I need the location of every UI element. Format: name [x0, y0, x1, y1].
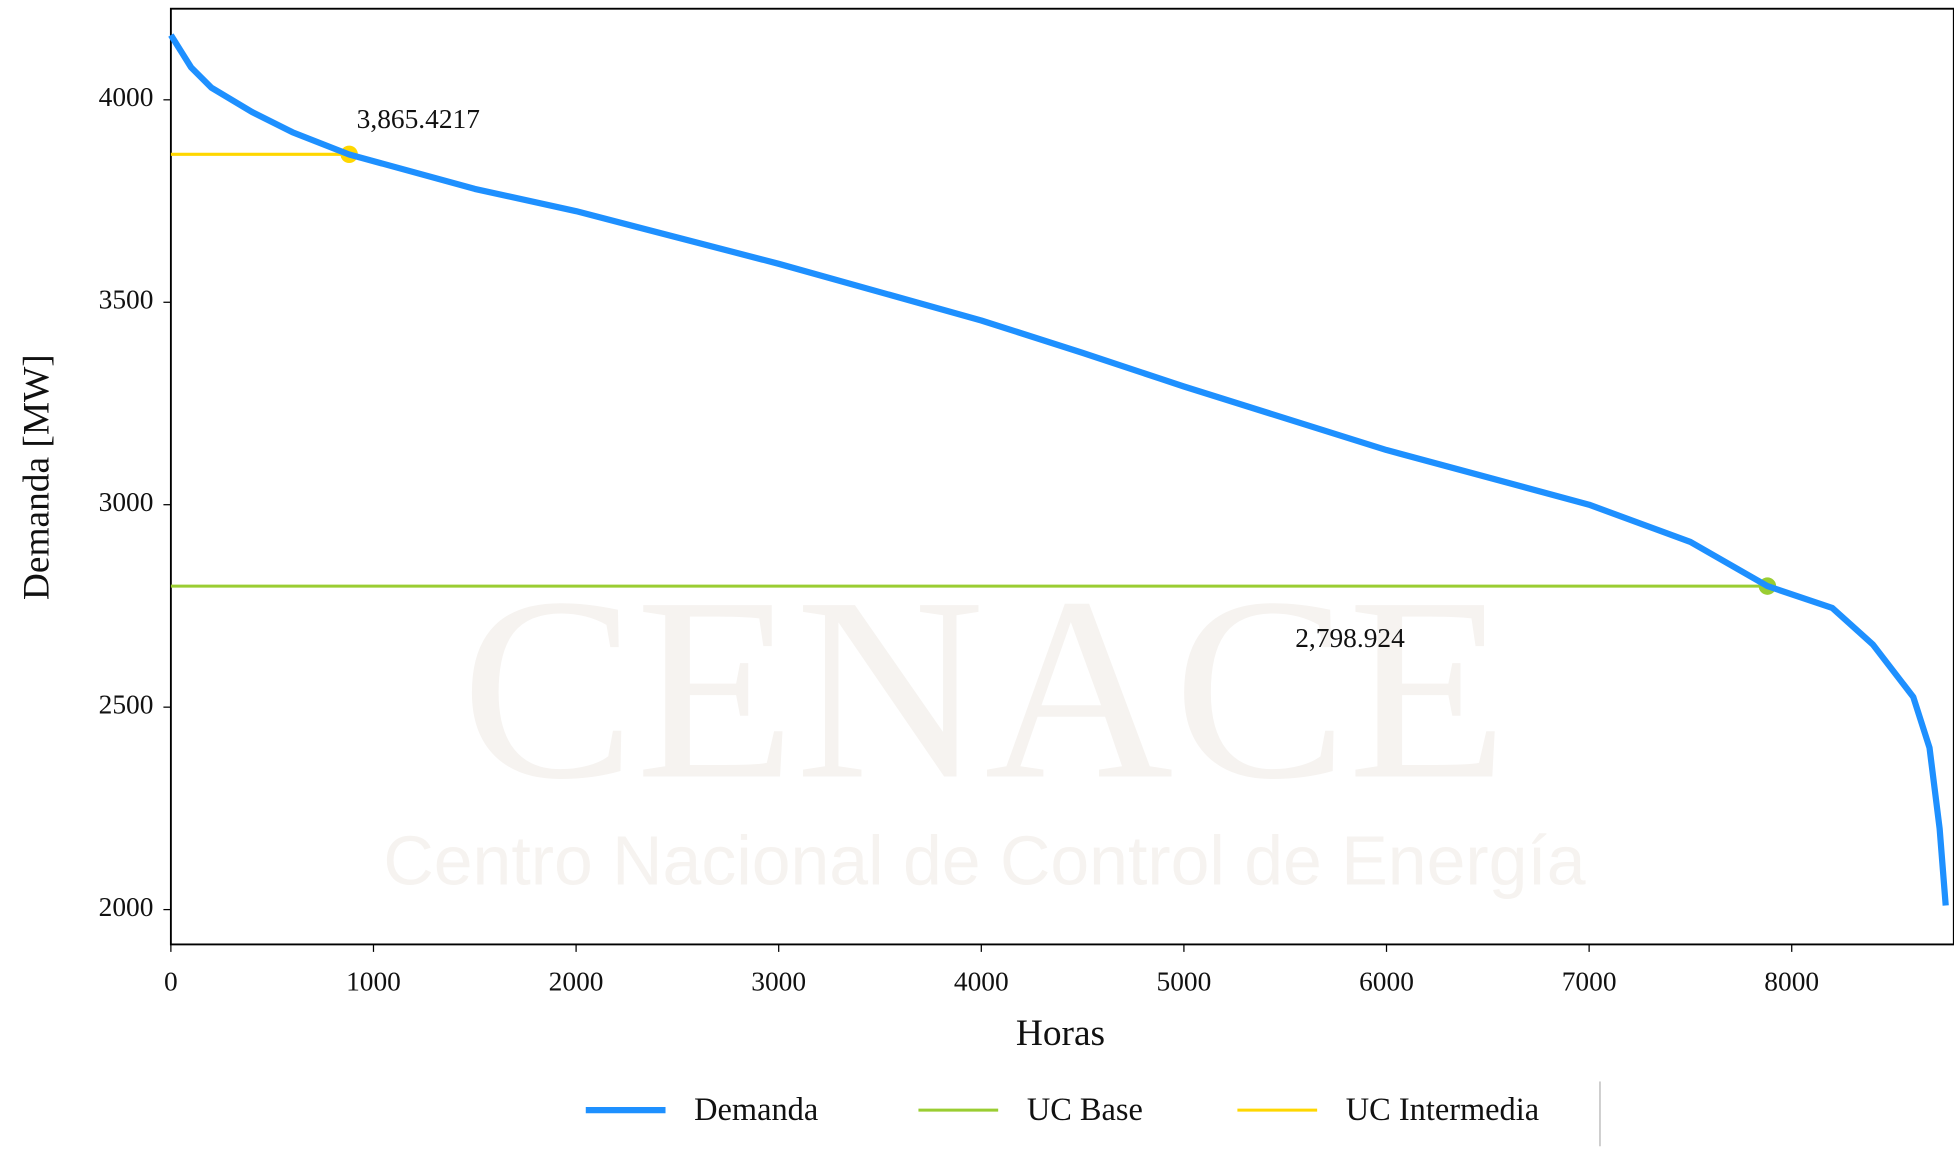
x-tick-label: 8000	[1764, 967, 1819, 997]
x-tick-label: 5000	[1157, 967, 1212, 997]
watermark: Centro Nacional de Control de Energía	[383, 821, 1585, 899]
annotation: 2,798.924	[1295, 623, 1405, 653]
legend-label: Demanda	[694, 1092, 818, 1128]
x-tick-label: 3000	[751, 967, 806, 997]
series-line	[168, 33, 1949, 906]
y-axis-label: Demanda [MW]	[17, 354, 58, 600]
legend-label: UC Intermedia	[1346, 1092, 1539, 1128]
x-tick-label: 0	[164, 967, 178, 997]
y-tick-label: 3000	[99, 487, 154, 517]
y-tick-label: 3500	[99, 285, 154, 315]
y-tick-label: 2500	[99, 689, 154, 719]
x-axis-label: Horas	[1016, 1013, 1105, 1054]
annotation: 3,865.4217	[357, 104, 480, 134]
x-tick-label: 1000	[346, 967, 401, 997]
x-tick-label: 4000	[954, 967, 1009, 997]
x-tick-label: 2000	[549, 967, 604, 997]
watermark: CENACE	[461, 543, 1508, 833]
x-tick-label: 7000	[1562, 967, 1617, 997]
x-tick-label: 6000	[1359, 967, 1414, 997]
y-tick-label: 4000	[99, 82, 154, 112]
y-tick-label: 2000	[99, 892, 154, 922]
legend-label: UC Base	[1027, 1092, 1143, 1128]
